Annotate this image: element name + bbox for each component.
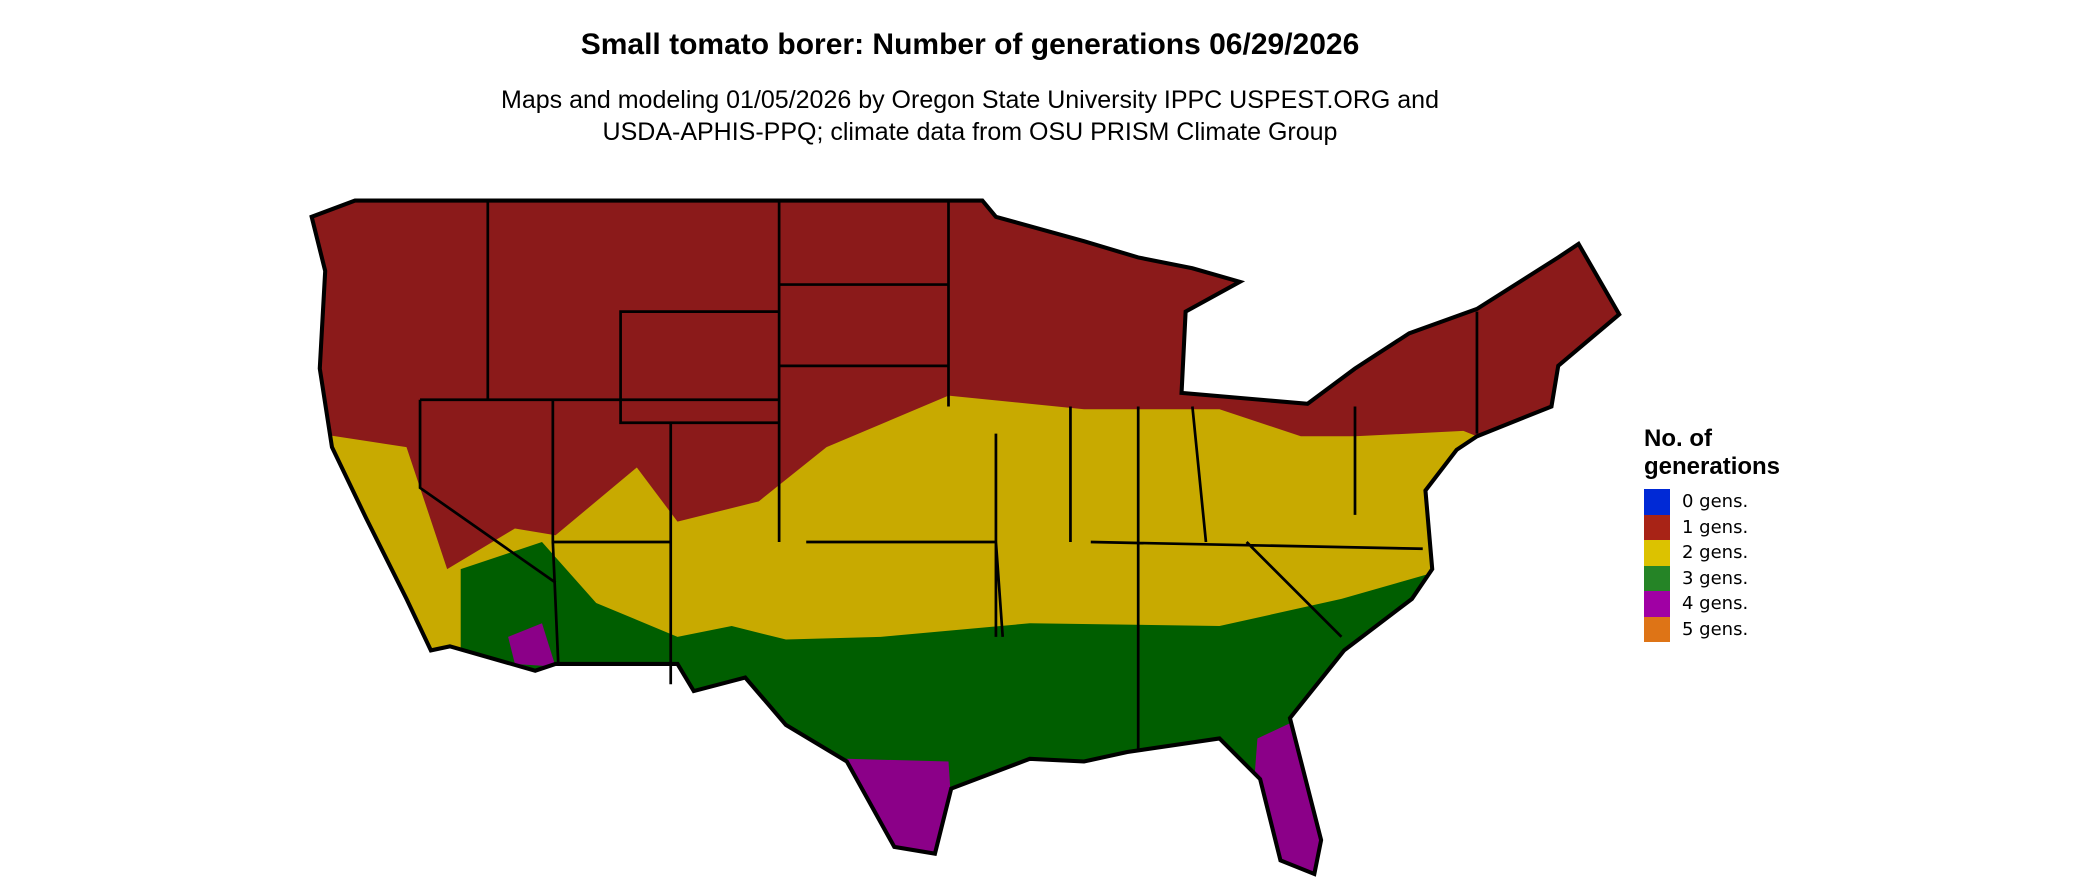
legend-label: 3 gens. — [1682, 567, 1749, 589]
legend-label: 1 gens. — [1682, 516, 1749, 538]
legend-title: No. of generations — [1644, 425, 1780, 481]
legend-swatch — [1644, 565, 1670, 591]
legend-swatch — [1644, 616, 1670, 642]
region-4-gen-arizona — [508, 623, 556, 667]
legend-label: 2 gens. — [1682, 542, 1749, 564]
legend-label: 4 gens. — [1682, 593, 1749, 615]
legend-item-2: 2 gens. — [1644, 540, 1780, 566]
legend: No. of generations 0 gens. 1 gens. 2 gen… — [1644, 425, 1780, 642]
region-4-gen-texas — [840, 758, 956, 868]
legend-label: 0 gens. — [1682, 491, 1749, 513]
legend-item-4: 4 gens. — [1644, 591, 1780, 617]
legend-title-line-1: No. of — [1644, 425, 1712, 452]
legend-swatch — [1644, 514, 1670, 540]
legend-item-5: 5 gens. — [1644, 616, 1780, 642]
legend-item-0: 0 gens. — [1644, 489, 1780, 515]
state-borders — [310, 199, 1621, 876]
legend-item-1: 1 gens. — [1644, 514, 1780, 540]
subtitle-line-1: Maps and modeling 01/05/2026 by Oregon S… — [501, 86, 1439, 114]
legend-item-3: 3 gens. — [1644, 565, 1780, 591]
map-subtitle: Maps and modeling 01/05/2026 by Oregon S… — [0, 84, 1940, 148]
legend-label: 5 gens. — [1682, 618, 1749, 640]
subtitle-line-2: USDA-APHIS-PPQ; climate data from OSU PR… — [602, 118, 1338, 146]
legend-swatch — [1644, 591, 1670, 617]
legend-swatch — [1644, 489, 1670, 515]
region-4-gen-florida — [1246, 718, 1342, 874]
legend-title-line-2: generations — [1644, 453, 1781, 480]
map-title: Small tomato borer: Number of generation… — [580, 28, 1360, 61]
legend-swatch — [1644, 540, 1670, 566]
